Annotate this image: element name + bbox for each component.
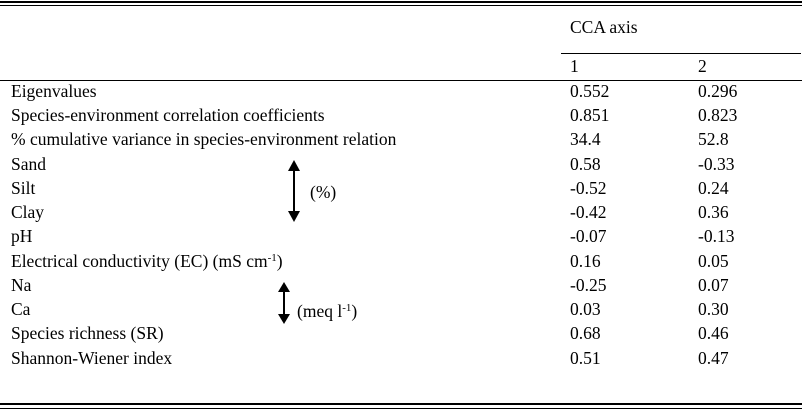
cell-na-axis1: -0.25 — [570, 275, 607, 295]
ec-label-close: ) — [276, 251, 283, 271]
row-label-sand: Sand — [11, 154, 46, 174]
top-rule-thick — [0, 1, 802, 3]
ec-label-superscript: -1 — [267, 252, 277, 264]
cell-ca-axis2: 0.30 — [698, 299, 729, 319]
row-label-silt: Silt — [11, 178, 36, 198]
cell-eigenvalues-axis2: 0.296 — [698, 81, 738, 101]
cell-shannon-wiener-axis1: 0.51 — [570, 348, 601, 368]
ec-label-text: Electrical conductivity (EC) (mS cm — [11, 251, 268, 271]
row-label-na: Na — [11, 275, 32, 295]
cell-ph-axis1: -0.07 — [570, 226, 607, 246]
cell-correlation-axis1: 0.851 — [570, 105, 610, 125]
header-col-1: 1 — [570, 56, 579, 76]
row-label-ph: pH — [11, 226, 33, 246]
texture-unit-label: (%) — [310, 182, 337, 202]
ion-unit-close: ) — [351, 301, 358, 321]
header-rule — [0, 80, 802, 81]
cell-ph-axis2: -0.13 — [698, 226, 735, 246]
ion-unit-text: (meq l — [297, 301, 343, 321]
row-label-ec: Electrical conductivity (EC) (mS cm-1) — [11, 251, 283, 272]
cell-silt-axis2: 0.24 — [698, 178, 729, 198]
cell-shannon-wiener-axis2: 0.47 — [698, 348, 729, 368]
cell-ca-axis1: 0.03 — [570, 299, 601, 319]
row-label-shannon-wiener: Shannon-Wiener index — [11, 348, 173, 368]
cell-ec-axis2: 0.05 — [698, 251, 729, 271]
cell-clay-axis1: -0.42 — [570, 202, 607, 222]
header-underline — [561, 53, 801, 54]
cell-correlation-axis2: 0.823 — [698, 105, 738, 125]
cell-silt-axis1: -0.52 — [570, 178, 607, 198]
row-label-eigenvalues: Eigenvalues — [11, 81, 97, 101]
row-label-species-richness: Species richness (SR) — [11, 323, 164, 343]
bottom-rule-thin — [0, 408, 802, 409]
row-label-clay: Clay — [11, 202, 45, 222]
cell-species-richness-axis2: 0.46 — [698, 323, 729, 343]
row-label-ca: Ca — [11, 299, 31, 319]
cell-na-axis2: 0.07 — [698, 275, 729, 295]
cell-eigenvalues-axis1: 0.552 — [570, 81, 610, 101]
cell-ec-axis1: 0.16 — [570, 251, 601, 271]
cell-clay-axis2: 0.36 — [698, 202, 729, 222]
cell-cumulative-variance-axis1: 34.4 — [570, 129, 601, 149]
row-label-correlation: Species-environment correlation coeffici… — [11, 105, 325, 125]
cell-cumulative-variance-axis2: 52.8 — [698, 129, 729, 149]
ion-double-arrow-icon — [278, 282, 290, 324]
cell-sand-axis1: 0.58 — [570, 154, 601, 174]
ion-unit-label: (meq l-1) — [297, 301, 357, 322]
top-rule-thin — [0, 5, 802, 6]
ion-unit-superscript: -1 — [342, 302, 352, 314]
cell-sand-axis2: -0.33 — [698, 154, 735, 174]
row-label-cumulative-variance: % cumulative variance in species-environ… — [11, 129, 397, 149]
texture-double-arrow-icon — [288, 160, 300, 222]
cell-species-richness-axis1: 0.68 — [570, 323, 601, 343]
header-col-2: 2 — [698, 56, 707, 76]
bottom-rule-thick — [0, 403, 802, 405]
header-cca-axis: CCA axis — [570, 17, 638, 37]
